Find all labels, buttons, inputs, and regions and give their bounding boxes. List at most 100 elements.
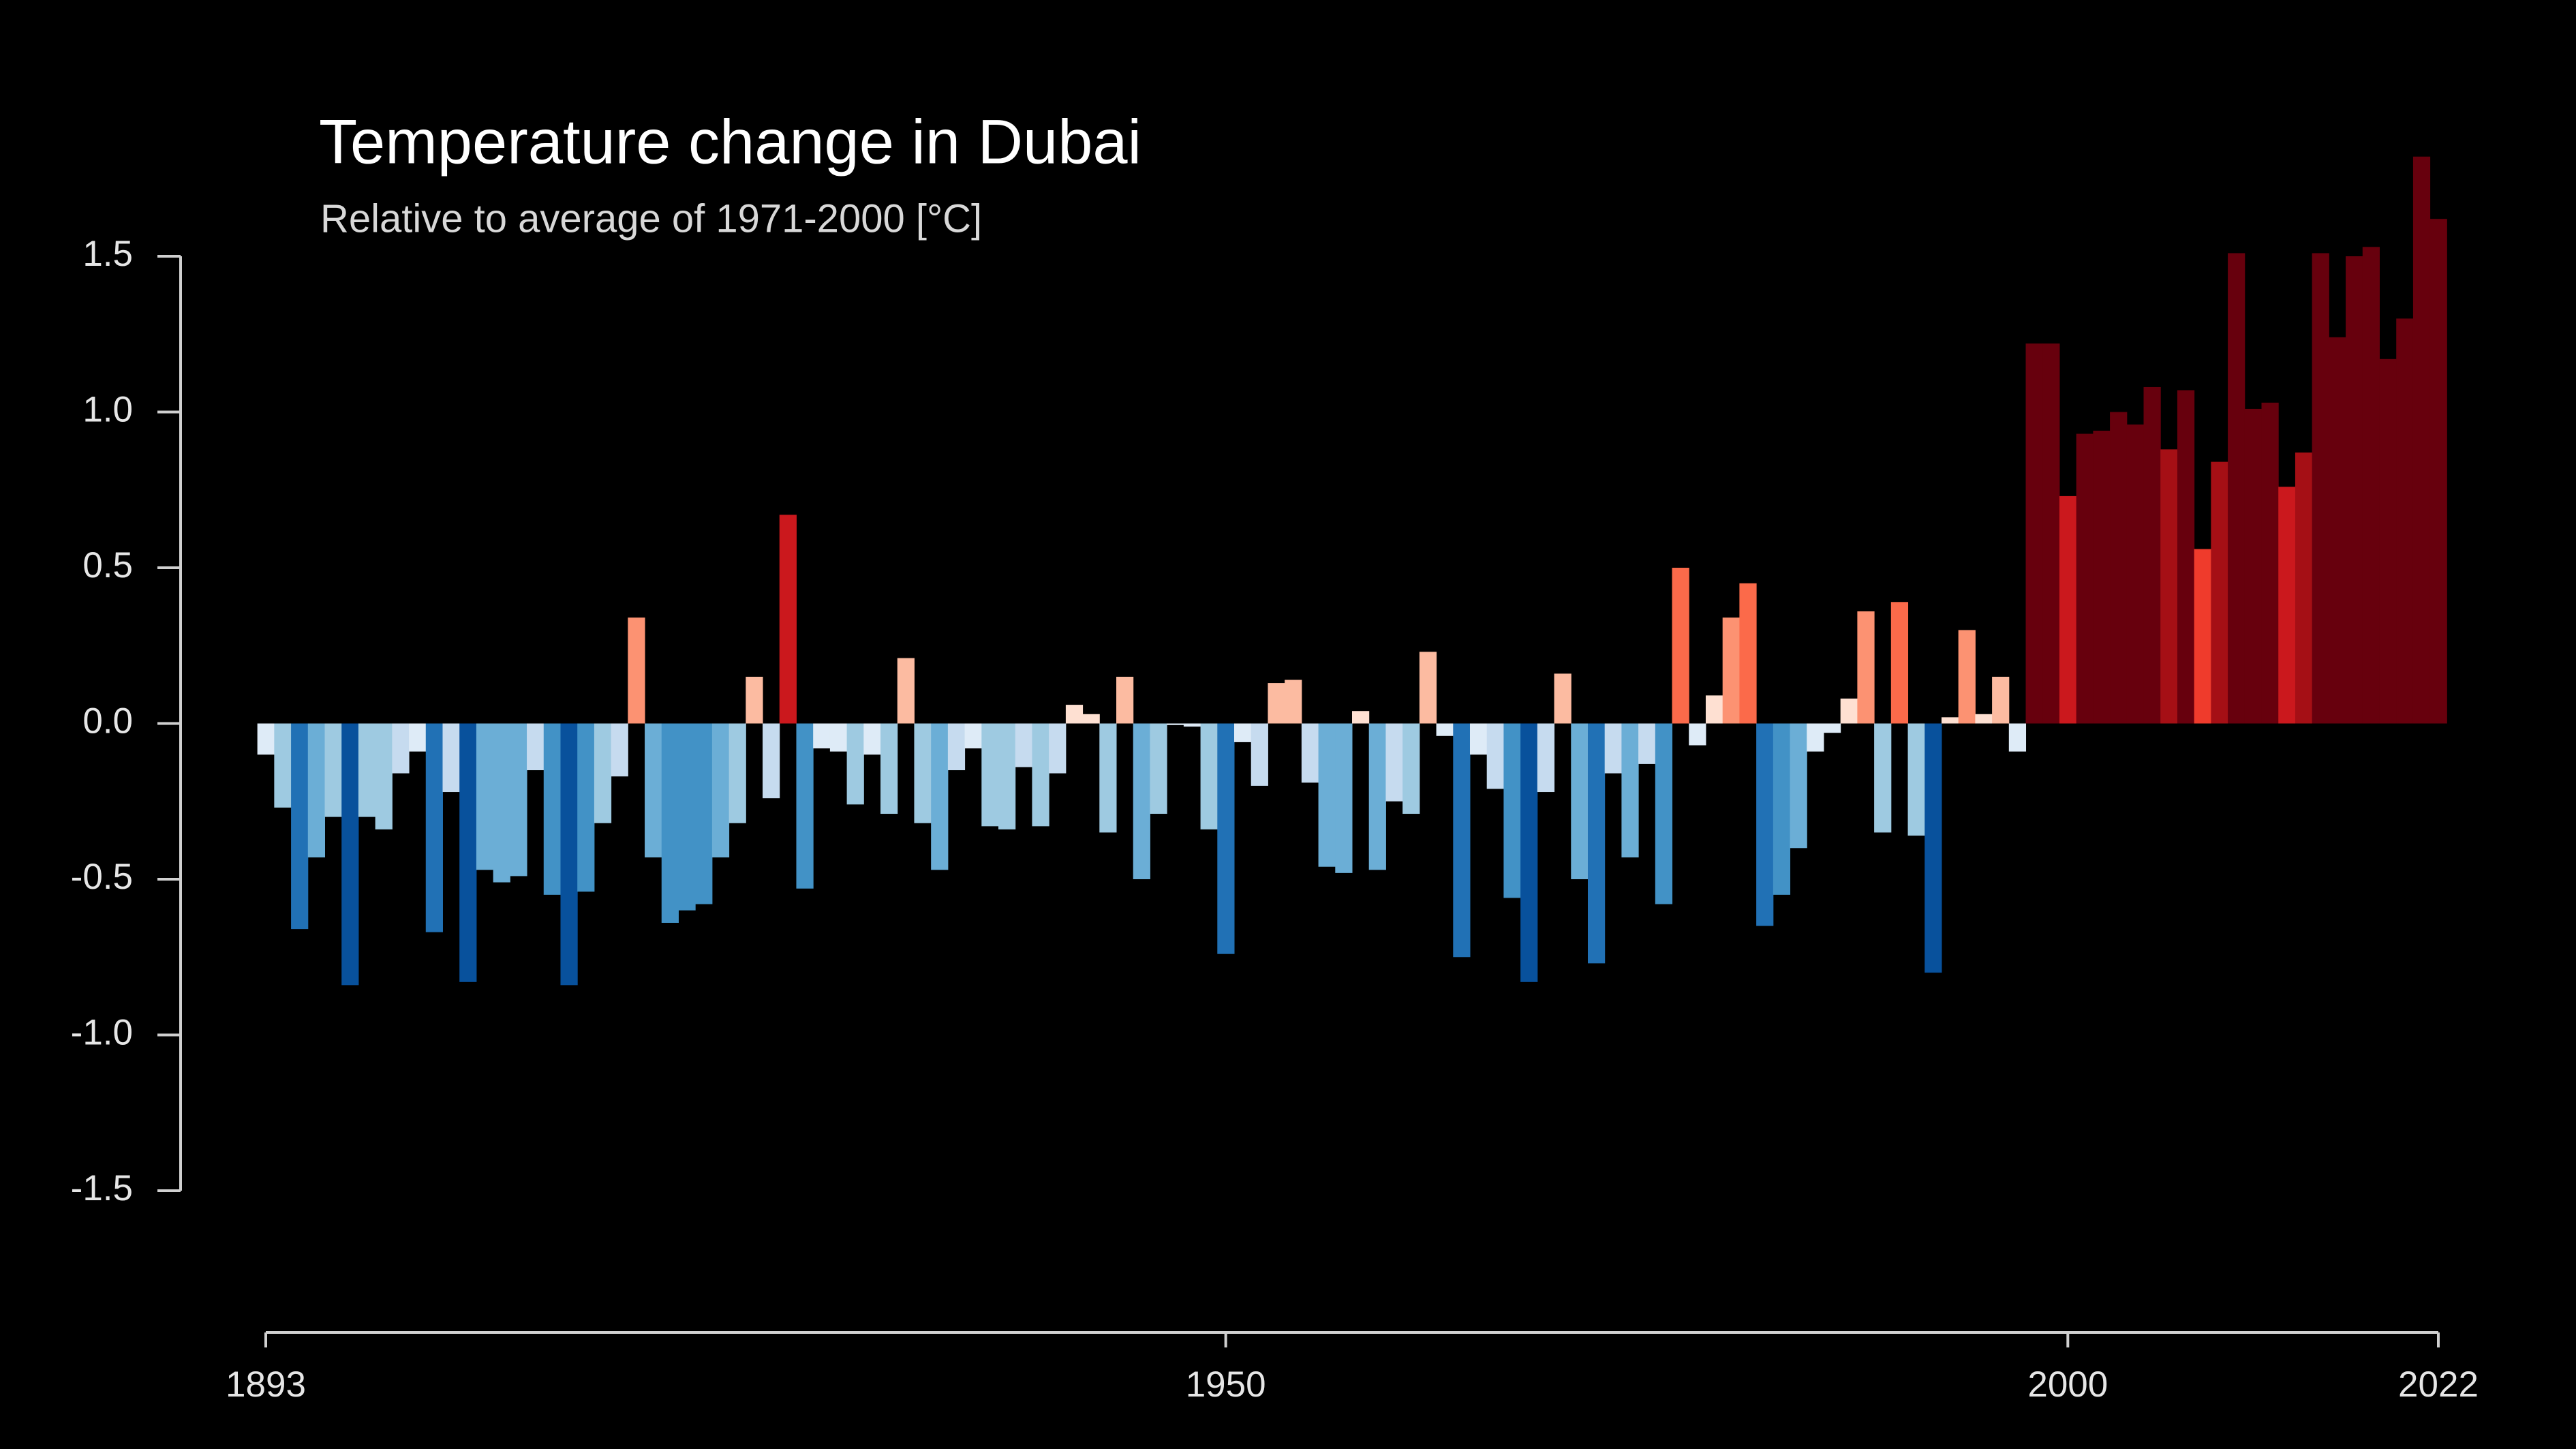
bar — [2042, 343, 2060, 724]
bar — [1907, 723, 1925, 836]
bar — [1251, 723, 1268, 786]
bar — [729, 723, 746, 823]
bar — [1790, 723, 1807, 849]
bar — [796, 723, 814, 889]
bar — [779, 515, 797, 724]
bar — [358, 723, 376, 817]
bar — [1352, 711, 1370, 724]
bar — [2126, 424, 2145, 724]
bar — [746, 676, 763, 724]
bar — [476, 723, 494, 870]
bar — [1486, 723, 1504, 789]
bar — [2177, 390, 2195, 724]
bar — [1402, 723, 1420, 814]
bar — [527, 723, 545, 771]
bar — [2412, 156, 2431, 724]
bar — [543, 723, 561, 895]
chart-title: Temperature change in Dubai — [319, 107, 1141, 177]
bar — [1638, 723, 1656, 764]
bar — [2110, 412, 2128, 724]
bar — [2396, 318, 2414, 724]
bar — [829, 723, 848, 752]
bar — [594, 723, 612, 823]
bar — [1469, 723, 1488, 755]
bar — [510, 723, 527, 876]
bar — [1672, 568, 1689, 724]
bar — [897, 658, 915, 724]
bar — [560, 723, 578, 986]
bar — [1958, 630, 1976, 724]
y-tick-label: 0.0 — [82, 701, 133, 742]
bar — [1268, 683, 1285, 724]
bar — [813, 723, 831, 749]
bar — [2160, 449, 2178, 724]
bar — [763, 723, 780, 799]
bar — [1217, 723, 1235, 954]
bar — [1554, 673, 1571, 724]
bar — [1857, 611, 1875, 724]
bar — [2093, 430, 2111, 724]
bar — [1285, 680, 1302, 724]
bar — [1032, 723, 1049, 827]
bar — [2329, 337, 2346, 724]
bar — [1116, 676, 1134, 724]
bar — [459, 723, 477, 982]
bar — [324, 723, 342, 817]
x-tick-label: 2000 — [2027, 1364, 2108, 1405]
bar — [1453, 723, 1471, 958]
bar — [1015, 723, 1032, 767]
bar — [442, 723, 460, 793]
bar — [577, 723, 595, 892]
bar — [611, 723, 628, 777]
bar — [2076, 433, 2094, 724]
bar — [1301, 723, 1319, 783]
bar — [1571, 723, 1589, 879]
bar — [880, 723, 898, 814]
bar — [2244, 408, 2263, 724]
bar — [914, 723, 932, 823]
bar — [1520, 723, 1538, 982]
bar — [1840, 698, 1858, 724]
x-tick-label: 1893 — [226, 1364, 306, 1405]
bar — [863, 723, 881, 755]
bar — [1604, 723, 1622, 774]
bar — [1419, 652, 1437, 724]
bar — [2379, 359, 2397, 724]
bar — [1167, 723, 1184, 725]
bar — [375, 723, 393, 829]
bar — [661, 723, 679, 923]
bar — [2429, 219, 2447, 724]
bar — [291, 723, 309, 930]
bar — [1739, 583, 1757, 724]
bar — [1065, 705, 1084, 724]
bar — [2143, 386, 2161, 724]
bar — [1874, 723, 1892, 833]
bar — [2194, 549, 2211, 724]
bar — [1655, 723, 1673, 904]
y-tick-label: 0.5 — [82, 545, 133, 585]
bar — [628, 617, 645, 724]
bar — [1200, 723, 1218, 829]
bar — [1503, 723, 1521, 898]
bar — [2008, 723, 2027, 752]
bar — [1335, 723, 1353, 873]
y-tick-label: -1.0 — [71, 1013, 133, 1053]
bar — [2261, 402, 2279, 724]
y-tick-label: -1.5 — [71, 1168, 133, 1208]
x-tick-label: 1950 — [1186, 1364, 1266, 1405]
bar — [1150, 723, 1167, 814]
bar — [1099, 723, 1117, 833]
bar — [931, 723, 949, 870]
bar — [2278, 487, 2296, 724]
bar — [711, 723, 730, 858]
bar — [1368, 723, 1386, 870]
bar — [2211, 461, 2228, 724]
bar — [2025, 343, 2043, 724]
bar — [1436, 723, 1454, 736]
bar — [2362, 247, 2380, 724]
bar — [964, 723, 982, 749]
bar — [998, 723, 1016, 829]
bar — [493, 723, 510, 883]
y-tick-label: 1.5 — [82, 234, 133, 274]
bar — [1705, 695, 1723, 724]
